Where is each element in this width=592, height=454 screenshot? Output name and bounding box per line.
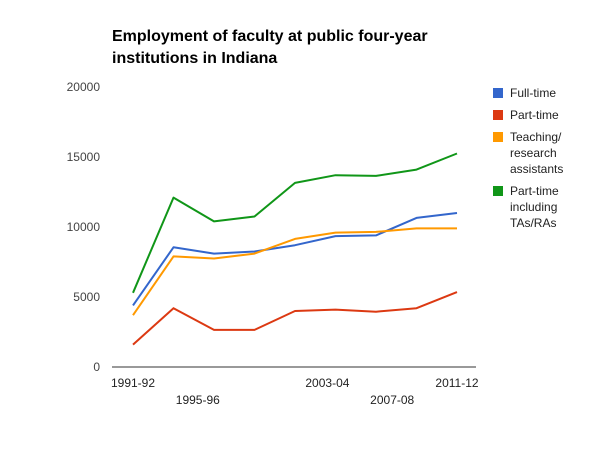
x-tick-label: 2011-12 <box>435 376 478 390</box>
legend-label-4: TAs/RAs <box>510 216 556 230</box>
x-tick-label: 1995-96 <box>176 393 220 407</box>
y-tick-label: 15000 <box>67 150 101 164</box>
series-line-1 <box>132 212 458 306</box>
legend-swatch-4 <box>493 186 503 196</box>
y-tick-label: 0 <box>93 360 100 374</box>
series-line-3 <box>132 227 457 316</box>
chart-title-line-2: institutions in Indiana <box>112 50 278 67</box>
legend-label-3: assistants <box>510 162 563 176</box>
y-tick-label: 20000 <box>67 80 101 94</box>
legend-swatch-2 <box>493 110 503 120</box>
legend-label-4: including <box>510 200 557 214</box>
legend-label-4: Part-time <box>510 184 559 198</box>
legend-label-1: Full-time <box>510 86 556 100</box>
x-tick-label: 2003-04 <box>305 376 349 390</box>
series-line-4 <box>132 152 458 294</box>
chart-title-line-1: Employment of faculty at public four-yea… <box>112 28 428 45</box>
y-tick-label: 5000 <box>73 290 100 304</box>
legend-swatch-3 <box>493 132 503 142</box>
y-tick-label: 10000 <box>67 220 101 234</box>
legend-label-2: Part-time <box>510 108 559 122</box>
legend-label-3: research <box>510 146 557 160</box>
legend-swatch-1 <box>493 88 503 98</box>
x-tick-label: 2007-08 <box>370 393 414 407</box>
x-tick-label: 1991-92 <box>111 376 155 390</box>
series-line-2 <box>132 291 458 346</box>
legend-label-3: Teaching/ <box>510 130 562 144</box>
